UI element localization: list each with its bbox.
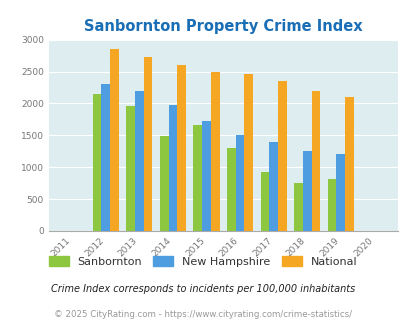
- Bar: [293, 183, 302, 231]
- Bar: [311, 91, 320, 231]
- Bar: [344, 97, 353, 231]
- Bar: [244, 74, 253, 231]
- Bar: [92, 94, 101, 231]
- Bar: [269, 142, 277, 231]
- Bar: [302, 151, 311, 231]
- Bar: [177, 65, 185, 231]
- Text: © 2025 CityRating.com - https://www.cityrating.com/crime-statistics/: © 2025 CityRating.com - https://www.city…: [54, 310, 351, 319]
- Bar: [135, 91, 143, 231]
- Bar: [143, 57, 152, 231]
- Title: Sanbornton Property Crime Index: Sanbornton Property Crime Index: [84, 19, 362, 34]
- Legend: Sanbornton, New Hampshire, National: Sanbornton, New Hampshire, National: [44, 251, 361, 271]
- Bar: [126, 106, 135, 231]
- Bar: [226, 148, 235, 231]
- Bar: [101, 84, 110, 231]
- Bar: [336, 154, 344, 231]
- Bar: [110, 49, 119, 231]
- Bar: [202, 121, 210, 231]
- Bar: [168, 105, 177, 231]
- Text: Crime Index corresponds to incidents per 100,000 inhabitants: Crime Index corresponds to incidents per…: [51, 284, 354, 294]
- Bar: [260, 172, 269, 231]
- Bar: [210, 72, 219, 231]
- Bar: [277, 81, 286, 231]
- Bar: [327, 179, 336, 231]
- Bar: [235, 135, 244, 231]
- Bar: [193, 125, 202, 231]
- Bar: [160, 136, 168, 231]
